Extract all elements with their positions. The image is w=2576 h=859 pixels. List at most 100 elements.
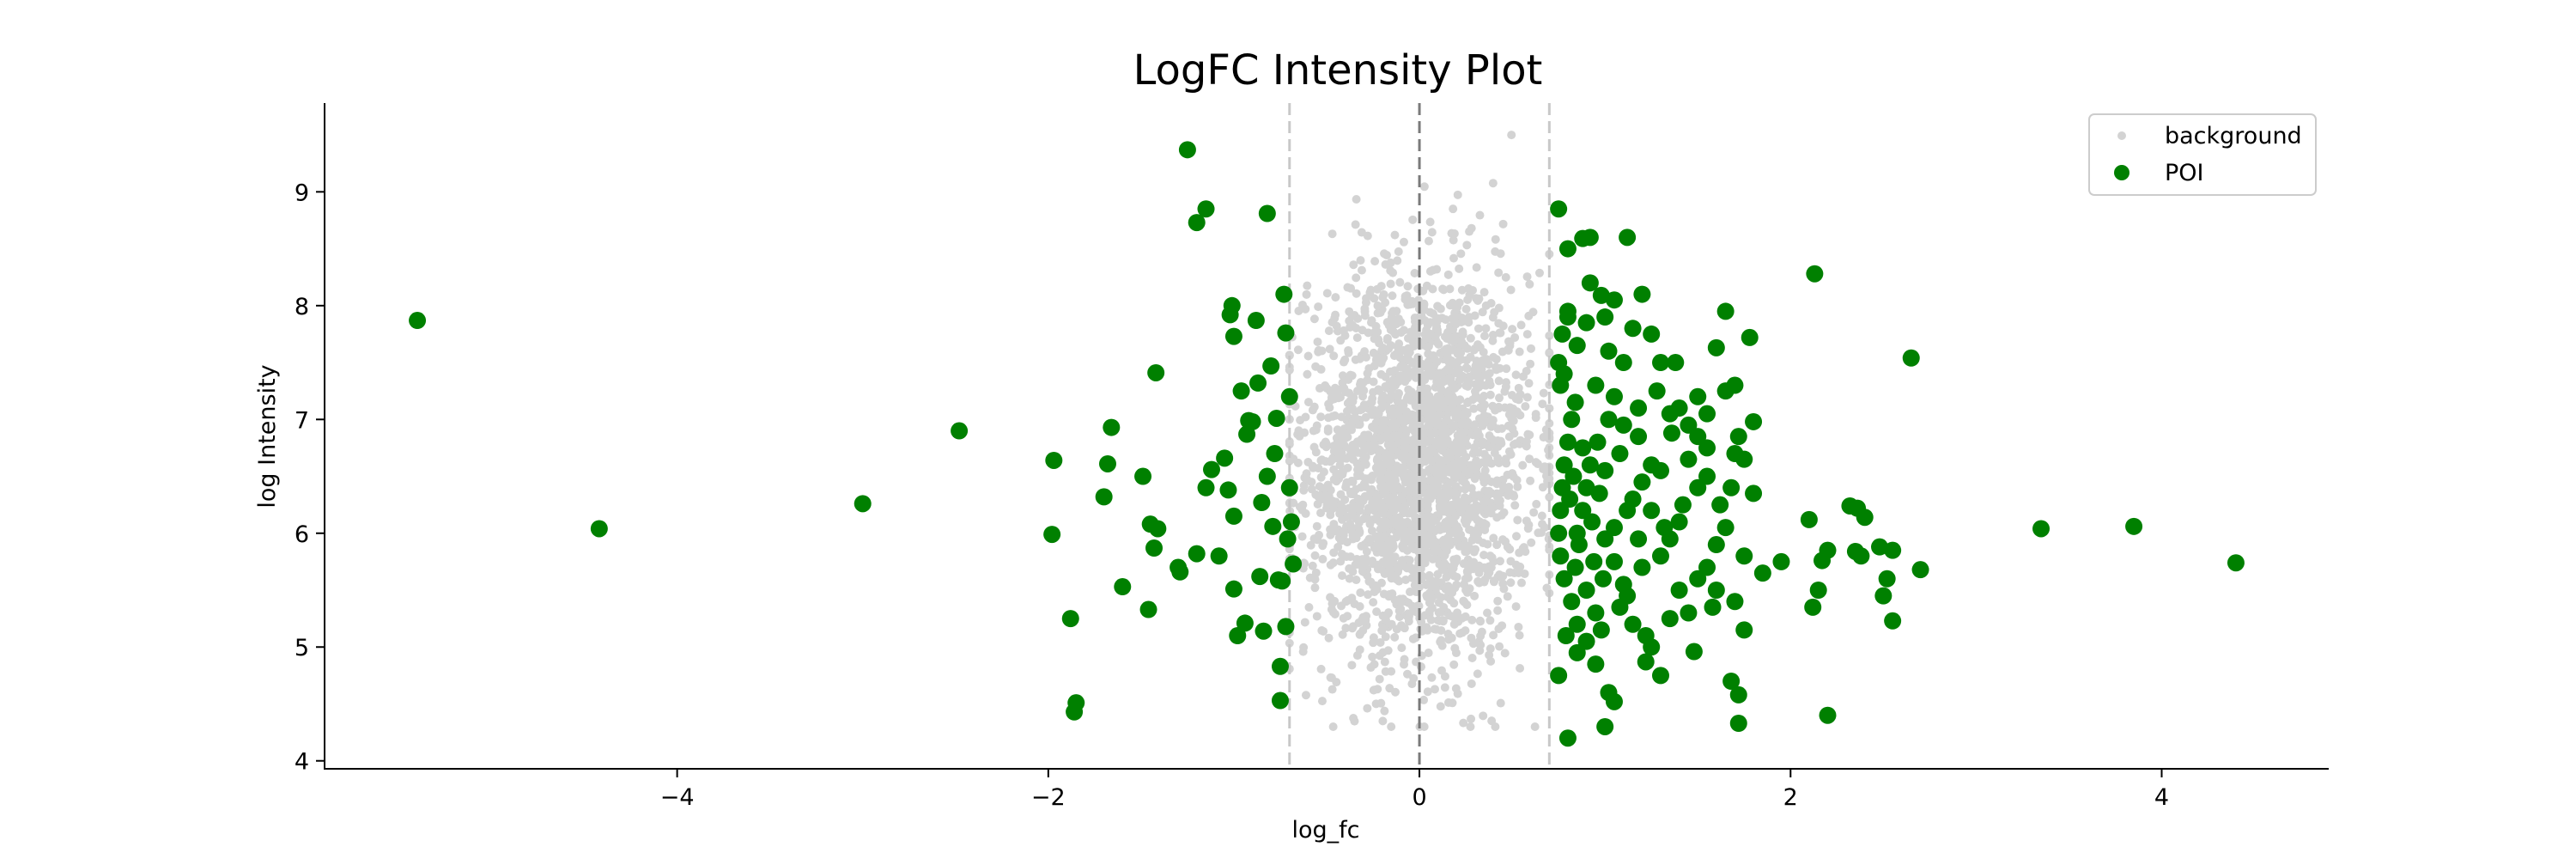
background-point — [1324, 326, 1334, 336]
background-point — [1520, 569, 1529, 578]
background-point — [1424, 236, 1433, 246]
background-point — [1406, 588, 1415, 597]
background-point — [1485, 390, 1495, 399]
background-point — [1439, 535, 1449, 545]
background-point — [1374, 385, 1383, 394]
poi-point — [1680, 450, 1698, 468]
background-point — [1456, 410, 1466, 419]
background-point — [1457, 337, 1467, 346]
background-point — [1400, 326, 1409, 335]
background-point — [1462, 363, 1472, 373]
background-point — [1303, 398, 1313, 407]
background-point — [1440, 672, 1449, 681]
background-point — [1486, 477, 1496, 486]
background-point — [1466, 352, 1475, 362]
background-point — [1459, 718, 1468, 728]
background-point — [1357, 461, 1366, 471]
poi-point — [1197, 478, 1215, 497]
poi-point — [1277, 618, 1295, 636]
background-point — [1449, 204, 1458, 214]
background-point — [1386, 419, 1395, 429]
background-point — [1494, 268, 1504, 277]
background-point — [1420, 396, 1430, 405]
background-point — [1514, 383, 1523, 393]
background-point — [1498, 579, 1508, 588]
poi-point — [1570, 536, 1588, 554]
background-point — [1506, 578, 1516, 588]
background-point — [1371, 424, 1381, 434]
background-point — [1380, 249, 1389, 259]
background-point — [1487, 459, 1497, 468]
x-tick-label: −4 — [660, 784, 695, 811]
background-point — [1352, 289, 1361, 298]
background-point — [1406, 334, 1416, 344]
background-point — [1449, 235, 1458, 245]
background-point — [1444, 515, 1454, 525]
background-point — [1387, 619, 1396, 629]
background-point — [1341, 624, 1351, 633]
background-point — [1404, 454, 1413, 463]
background-point — [1431, 332, 1440, 341]
poi-point — [1550, 354, 1568, 372]
poi-point — [1633, 558, 1651, 576]
poi-point — [1145, 539, 1163, 557]
background-point — [1370, 588, 1379, 597]
background-point — [1342, 478, 1352, 487]
background-point — [1363, 231, 1372, 241]
background-point — [1515, 631, 1524, 640]
background-point — [1441, 584, 1450, 594]
background-point — [1489, 631, 1498, 640]
background-point — [1426, 464, 1436, 473]
background-point — [1358, 555, 1367, 564]
poi-point — [1577, 632, 1595, 650]
poi-point — [1574, 502, 1592, 520]
background-point — [1467, 654, 1477, 663]
background-point — [1437, 446, 1447, 455]
background-point — [1441, 483, 1450, 492]
background-point — [1371, 699, 1381, 709]
background-point — [1493, 606, 1503, 615]
background-point — [1351, 220, 1360, 229]
background-point — [1347, 661, 1357, 670]
background-point — [1504, 337, 1514, 346]
background-point — [1422, 281, 1431, 290]
poi-point — [1280, 478, 1298, 497]
background-point — [1430, 624, 1439, 634]
background-point — [1475, 210, 1485, 220]
background-point — [1299, 485, 1309, 495]
background-point — [1534, 268, 1544, 277]
background-point — [1545, 404, 1554, 413]
background-point — [1496, 698, 1505, 708]
background-point — [1298, 647, 1308, 656]
background-point — [1436, 607, 1445, 617]
background-point — [1443, 408, 1453, 417]
background-point — [1345, 574, 1354, 583]
background-point — [1435, 559, 1444, 569]
poi-point — [1589, 433, 1607, 451]
background-point — [1372, 607, 1382, 617]
background-point — [1353, 420, 1363, 430]
background-point — [1307, 484, 1316, 494]
background-point — [1379, 289, 1388, 299]
poi-point — [1726, 593, 1744, 611]
poi-point — [1600, 342, 1618, 360]
poi-point — [1577, 314, 1595, 332]
background-point — [1467, 223, 1476, 233]
background-point — [1443, 391, 1453, 400]
poi-point — [1595, 570, 1613, 588]
background-point — [1449, 253, 1458, 263]
background-point — [1476, 403, 1485, 412]
background-point — [1487, 716, 1497, 726]
background-point — [1399, 540, 1408, 550]
background-point — [1502, 364, 1511, 374]
background-point — [1389, 441, 1399, 450]
background-point — [1375, 674, 1384, 684]
background-point — [1410, 268, 1419, 277]
background-point — [1419, 722, 1429, 731]
background-point — [1356, 256, 1365, 265]
background-point — [1365, 288, 1375, 297]
background-point — [1446, 335, 1455, 344]
poi-point — [1726, 376, 1744, 394]
background-point — [1303, 351, 1313, 361]
poi-point — [1689, 387, 1707, 405]
